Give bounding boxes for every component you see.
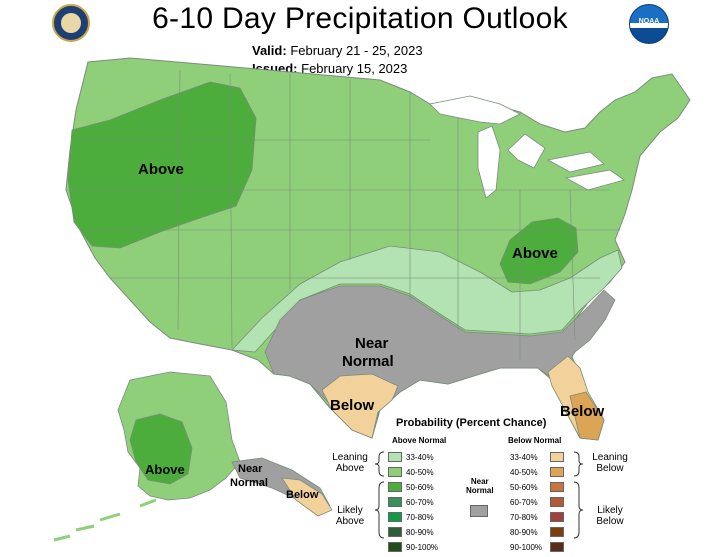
legend-below-item-swatch — [550, 482, 564, 492]
legend-below-item-swatch — [550, 527, 564, 537]
brace-likely-below — [573, 481, 584, 539]
noaa-logo-text: NOAA — [638, 18, 660, 25]
legend-leaning-below-line1: Leaning — [592, 452, 628, 463]
legend-above-item-swatch — [388, 542, 402, 552]
legend-likely-below: Likely Below — [588, 505, 632, 527]
legend-below-item-swatch — [550, 497, 564, 507]
near-normal-label-line1: Near — [355, 335, 389, 352]
legend-likely-below-line1: Likely — [597, 505, 623, 516]
legend-above-item-label: 40-50% — [406, 468, 434, 477]
ak-below-label: Below — [286, 489, 319, 501]
legend-above-item-swatch — [388, 467, 402, 477]
legend-likely-below-line2: Below — [596, 516, 624, 527]
below-florida-dark-region — [569, 391, 605, 441]
valid-value: February 21 - 25, 2023 — [290, 43, 423, 58]
ak-near-normal-line1: Near — [238, 463, 263, 475]
below-texas-label: Below — [330, 397, 375, 414]
legend-below-item-swatch — [550, 467, 564, 477]
legend-below-item-label: 33-40% — [510, 453, 538, 462]
legend-below-item-label: 70-80% — [510, 513, 538, 522]
brace-leaning-above — [374, 451, 385, 477]
above-east-region — [499, 217, 579, 285]
legend-near-heading-line1: Near — [470, 477, 489, 486]
legend-below-item-label: 60-70% — [510, 498, 538, 507]
legend-title: Probability (Percent Chance) — [396, 417, 547, 429]
legend-above-item-label: 90-100% — [406, 543, 439, 552]
legend-above-heading: Above Normal — [392, 436, 447, 445]
legend-near-heading-line2: Normal — [466, 486, 494, 495]
alaska-above-region — [129, 413, 193, 485]
legend-below-heading: Below Normal — [508, 436, 562, 445]
legend-below-item-label: 80-90% — [510, 528, 538, 537]
page-title: 6-10 Day Precipitation Outlook — [152, 2, 568, 35]
doc-seal-icon — [52, 4, 90, 42]
legend-above-item-swatch — [388, 512, 402, 522]
legend-below-item-swatch — [550, 452, 564, 462]
legend-below-item-swatch — [550, 512, 564, 522]
near-normal-label-line2: Normal — [342, 353, 394, 370]
above-east-label: Above — [512, 245, 558, 262]
legend-near-swatch — [470, 505, 488, 517]
legend-likely-above: Likely Above — [328, 505, 372, 527]
legend-above-item-label: 70-80% — [406, 513, 434, 522]
state-borders — [66, 69, 620, 360]
legend-below-item-label: 90-100% — [510, 543, 543, 552]
legend-below-item-label: 40-50% — [510, 468, 538, 477]
valid-label: Valid: — [252, 43, 287, 58]
legend-leaning-above-line1: Leaning — [332, 452, 368, 463]
legend-leaning-below-line2: Below — [596, 463, 624, 474]
legend-below-item-label: 50-60% — [510, 483, 538, 492]
valid-line: Valid: February 21 - 25, 2023 — [252, 43, 423, 58]
legend-above-item-label: 50-60% — [406, 483, 434, 492]
above-west-label: Above — [138, 161, 184, 178]
legend-above-item-swatch — [388, 482, 402, 492]
leaning-above-light-band — [231, 245, 623, 353]
above-alaska-label: Above — [145, 462, 185, 477]
legend-above-item-swatch — [388, 527, 402, 537]
legend-leaning-above-line2: Above — [335, 463, 365, 474]
alaska-below-region — [281, 477, 333, 517]
legend-likely-above-line1: Likely — [337, 505, 363, 516]
legend-above-item-label: 80-90% — [406, 528, 434, 537]
legend-likely-above-line2: Above — [335, 516, 365, 527]
legend-above-item-swatch — [388, 452, 402, 462]
legend-above-item-swatch — [388, 497, 402, 507]
noaa-logo-icon: NOAA — [629, 4, 669, 44]
legend-above-item-label: 33-40% — [406, 453, 434, 462]
aleutian-islands — [53, 498, 157, 542]
issued-value: February 15, 2023 — [301, 61, 408, 76]
below-florida-label: Below — [560, 403, 605, 420]
below-texas-region — [321, 373, 399, 439]
legend-leaning-below: Leaning Below — [588, 452, 632, 474]
legend-above-item-label: 60-70% — [406, 498, 434, 507]
ak-near-normal-line2: Normal — [230, 477, 268, 489]
legend-below-item-swatch — [550, 542, 564, 552]
brace-likely-above — [374, 481, 385, 539]
legend-near-heading: Near Normal — [466, 477, 494, 495]
legend-leaning-above: Leaning Above — [328, 452, 372, 474]
brace-leaning-below — [573, 451, 584, 477]
